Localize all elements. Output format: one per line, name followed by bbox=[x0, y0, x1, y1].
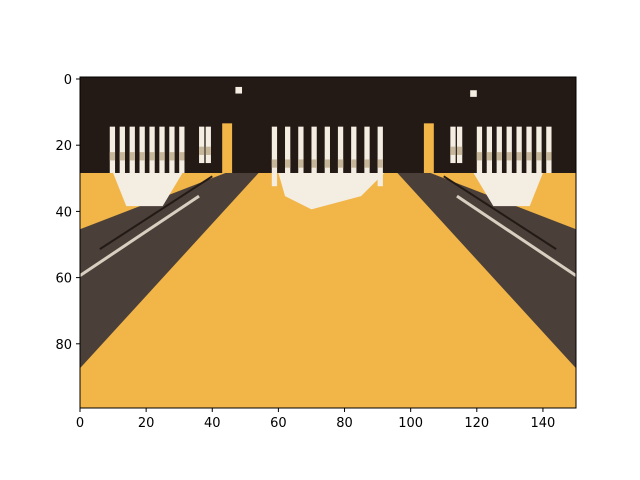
center-lane-pin-8 bbox=[377, 126, 383, 187]
right-divider-post bbox=[423, 123, 434, 173]
right-lane-pin-neck-4 bbox=[516, 152, 522, 161]
left-lane-pin-2 bbox=[129, 126, 135, 173]
x-tick-label: 60 bbox=[270, 416, 287, 431]
center-lane-pin-0 bbox=[271, 126, 278, 187]
right-lane-pin-5 bbox=[526, 126, 532, 173]
center-lane-pin-neck-7 bbox=[364, 159, 370, 168]
center-lane-pin-3 bbox=[311, 126, 317, 187]
right-light bbox=[470, 90, 477, 97]
left-lane-pin-neck-1 bbox=[119, 152, 125, 161]
right-outer-lane bbox=[529, 172, 576, 230]
left-pin-spill bbox=[113, 172, 183, 207]
right-lane-pin-0 bbox=[476, 126, 483, 173]
center-lane-pin-neck-8 bbox=[377, 159, 383, 168]
center-lane-pin-5 bbox=[337, 126, 344, 187]
right-pin-spill bbox=[473, 172, 543, 207]
left-lane-pin-0 bbox=[109, 126, 116, 173]
right-near-lane-pin-0 bbox=[450, 126, 456, 164]
left-lane-pin-neck-5 bbox=[159, 152, 165, 161]
axes-frame bbox=[79, 76, 577, 409]
left-lane-pin-neck-2 bbox=[129, 152, 135, 161]
left-lane-pin-neck-6 bbox=[169, 152, 175, 161]
right-lane-pin-1 bbox=[486, 126, 493, 173]
right-lane-pin-neck-1 bbox=[486, 152, 493, 161]
center-lane-pin-1 bbox=[285, 126, 291, 187]
x-tick-label: 40 bbox=[204, 416, 221, 431]
y-tick-label: 20 bbox=[55, 139, 72, 154]
right-rail-stripe bbox=[456, 194, 577, 277]
left-light bbox=[235, 86, 243, 94]
y-tick-label: 80 bbox=[55, 338, 72, 353]
x-tick-label: 80 bbox=[336, 416, 353, 431]
bowling-alley-image bbox=[79, 77, 577, 408]
x-tick-label: 140 bbox=[531, 416, 556, 431]
left-lane-pin-1 bbox=[119, 126, 125, 173]
x-tick-label: 120 bbox=[464, 416, 489, 431]
left-lane-pin-6 bbox=[169, 126, 175, 173]
right-gutter bbox=[397, 172, 576, 369]
x-tick-label: 20 bbox=[138, 416, 155, 431]
y-tick-label: 0 bbox=[64, 73, 72, 88]
right-near-lane-pin-neck-0 bbox=[450, 146, 456, 155]
left-near-lane-pin-1 bbox=[205, 126, 211, 164]
center-lane-pin-6 bbox=[351, 126, 357, 187]
y-axis: 0 20 40 60 80 bbox=[55, 73, 80, 353]
x-tick-label: 0 bbox=[76, 416, 84, 431]
y-tick-label: 40 bbox=[55, 205, 72, 220]
left-divider-post bbox=[222, 123, 233, 173]
left-lane-pin-neck-0 bbox=[109, 152, 116, 161]
right-lane-pin-7 bbox=[546, 126, 552, 173]
right-lane-pin-neck-5 bbox=[526, 152, 532, 161]
right-gutter-edge bbox=[443, 175, 557, 250]
left-gutter-edge bbox=[99, 175, 213, 250]
center-pin-spill bbox=[278, 172, 385, 210]
left-lane-pin-neck-7 bbox=[179, 152, 185, 161]
left-near-lane-pin-neck-0 bbox=[199, 146, 205, 155]
right-lane-pin-neck-2 bbox=[496, 152, 502, 161]
right-near-lane-pin-neck-1 bbox=[456, 146, 463, 155]
center-lane-pin-neck-4 bbox=[324, 159, 330, 168]
right-lane-pin-3 bbox=[506, 126, 512, 173]
center-lane-pin-neck-2 bbox=[298, 159, 304, 168]
left-lane-pin-3 bbox=[139, 126, 145, 173]
right-near-lane-pin-1 bbox=[456, 126, 463, 164]
right-lane-pin-6 bbox=[536, 126, 542, 173]
right-lane-pin-neck-3 bbox=[506, 152, 512, 161]
right-lane-pin-neck-6 bbox=[536, 152, 542, 161]
right-lane-pin-2 bbox=[496, 126, 502, 173]
center-lane-pin-neck-6 bbox=[351, 159, 357, 168]
left-lane-pin-neck-3 bbox=[139, 152, 145, 161]
left-rail-stripe bbox=[79, 194, 200, 277]
left-lane-pin-neck-4 bbox=[149, 152, 155, 161]
center-lane-pin-neck-1 bbox=[285, 159, 291, 168]
left-lane-pin-5 bbox=[159, 126, 165, 173]
center-lane-pin-neck-3 bbox=[311, 159, 317, 168]
y-tick-label: 60 bbox=[55, 272, 72, 287]
left-lane-pin-7 bbox=[179, 126, 185, 173]
left-outer-lane bbox=[80, 172, 127, 230]
right-lane-pin-neck-0 bbox=[476, 152, 483, 161]
left-near-lane-pin-0 bbox=[199, 126, 205, 164]
right-lane-pin-4 bbox=[516, 126, 522, 173]
right-lane-pin-neck-7 bbox=[546, 152, 552, 161]
left-lane-pin-4 bbox=[149, 126, 155, 173]
center-lane-pin-neck-0 bbox=[271, 159, 278, 168]
center-lane-pin-neck-5 bbox=[337, 159, 344, 168]
center-lane-pin-2 bbox=[298, 126, 304, 187]
center-lane-pin-7 bbox=[364, 126, 370, 187]
x-tick-label: 100 bbox=[398, 416, 423, 431]
x-axis: 0 20 40 60 80 100 120 140 bbox=[76, 408, 555, 431]
left-gutter bbox=[80, 172, 259, 369]
left-near-lane-pin-neck-1 bbox=[205, 146, 211, 155]
center-lane-pin-4 bbox=[324, 126, 330, 187]
